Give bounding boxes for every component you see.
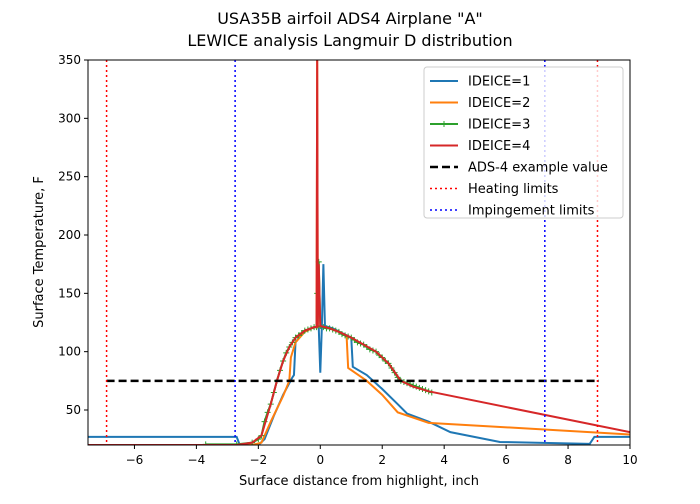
x-axis: −6 −4 −2 0 2 4 6 8 10 bbox=[126, 445, 638, 467]
legend-box bbox=[423, 66, 624, 219]
y-tick-label: 50 bbox=[66, 403, 81, 417]
legend-label: Impingement limits bbox=[468, 204, 595, 219]
y-tick-label: 200 bbox=[58, 228, 81, 242]
x-axis-label: Surface distance from highlight, inch bbox=[239, 474, 479, 489]
x-tick-label: 6 bbox=[502, 453, 510, 467]
chart-subtitle: LEWICE analysis Langmuir D distribution bbox=[187, 31, 512, 50]
legend-label: ADS-4 example value bbox=[468, 161, 608, 176]
y-tick-label: 100 bbox=[58, 345, 81, 359]
x-tick-label: 4 bbox=[440, 453, 448, 467]
y-tick-label: 350 bbox=[58, 53, 81, 67]
legend-label: Heating limits bbox=[468, 182, 559, 197]
y-tick-label: 250 bbox=[58, 170, 81, 184]
legend-label: IDEICE=1 bbox=[468, 75, 530, 90]
legend-label: IDEICE=2 bbox=[468, 96, 530, 111]
plot-area bbox=[88, 60, 630, 445]
series-ideice-1-line bbox=[88, 264, 630, 445]
y-tick-label: 150 bbox=[58, 286, 81, 300]
legend-marker bbox=[441, 121, 447, 127]
y-tick-label: 300 bbox=[58, 111, 81, 125]
x-tick-label: 2 bbox=[378, 453, 386, 467]
series-ideice-2-line bbox=[88, 60, 630, 445]
x-tick-label: 8 bbox=[564, 453, 572, 467]
x-tick-label: −2 bbox=[249, 453, 267, 467]
x-tick-label: 10 bbox=[622, 453, 637, 467]
legend: IDEICE=1 IDEICE=2 IDEICE=3 IDEICE=4 ADS-4 ex… bbox=[423, 66, 624, 219]
x-tick-label: −6 bbox=[126, 453, 144, 467]
series-ideice-4-line bbox=[88, 60, 630, 445]
chart-title: USA35B airfoil ADS4 Airplane "A" bbox=[217, 9, 483, 28]
legend-label: IDEICE=3 bbox=[468, 118, 530, 133]
axes-frame bbox=[87, 59, 631, 446]
y-axis: 50 100 150 200 250 300 350 bbox=[58, 53, 88, 417]
y-axis-label: Surface Temperature, F bbox=[32, 176, 47, 328]
legend-label: IDEICE=4 bbox=[468, 139, 530, 154]
x-tick-label: −4 bbox=[188, 453, 206, 467]
x-tick-label: 0 bbox=[316, 453, 324, 467]
